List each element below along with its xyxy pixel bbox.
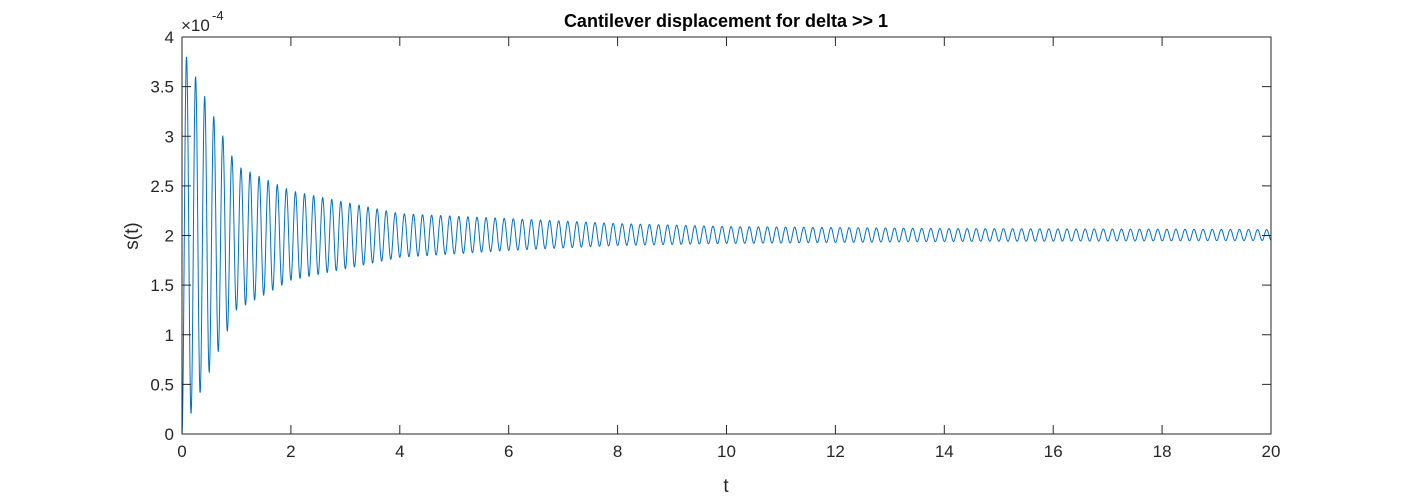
y-tick-label: 2 — [165, 227, 174, 246]
x-tick-label: 20 — [1262, 442, 1281, 461]
x-tick-label: 6 — [504, 442, 513, 461]
y-tick-label: 3 — [165, 127, 174, 146]
y-tick-label: 3.5 — [150, 78, 174, 97]
x-tick-label: 0 — [177, 442, 186, 461]
y-axis-exponent-power: -4 — [212, 8, 224, 23]
x-tick-label: 16 — [1044, 442, 1063, 461]
y-tick-label: 0.5 — [150, 375, 174, 394]
y-tick-label: 1 — [165, 326, 174, 345]
x-tick-label: 12 — [826, 442, 845, 461]
x-axis-label: t — [723, 476, 729, 497]
y-axis-label: s(t) — [122, 222, 143, 249]
x-tick-label: 2 — [286, 442, 295, 461]
y-tick-label: 0 — [165, 425, 174, 444]
y-tick-label: 1.5 — [150, 276, 174, 295]
x-tick-label: 18 — [1153, 442, 1172, 461]
y-tick-label: 4 — [165, 28, 174, 47]
y-tick-label: 2.5 — [150, 177, 174, 196]
x-tick-label: 14 — [935, 442, 954, 461]
x-tick-label: 8 — [613, 442, 622, 461]
x-tick-label: 10 — [717, 442, 736, 461]
x-tick-label: 4 — [395, 442, 404, 461]
chart-title: Cantilever displacement for delta >> 1 — [564, 11, 888, 31]
y-axis-exponent-base: ×10 — [181, 16, 210, 35]
